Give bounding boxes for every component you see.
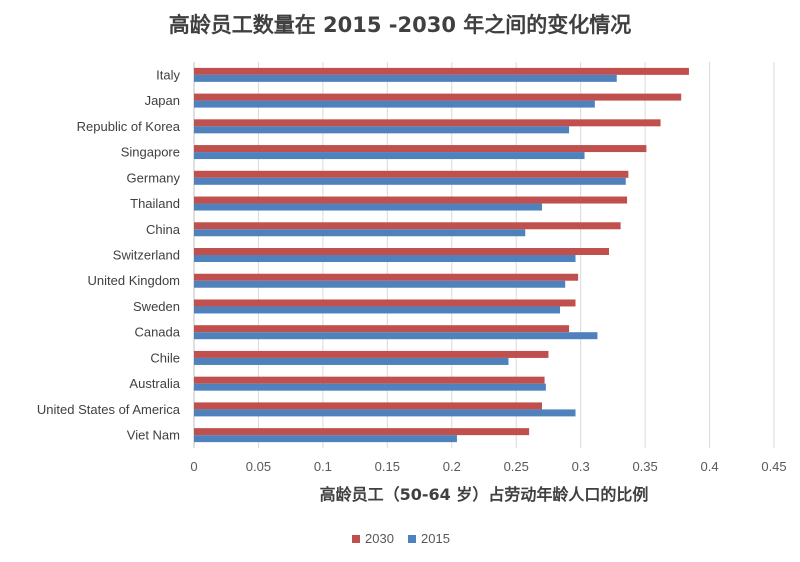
bar-2030 <box>194 402 542 410</box>
category-labels: Italy Japan Republic of Korea Singapore Germ… <box>37 67 181 442</box>
x-tick-label: 0.25 <box>504 459 529 474</box>
x-tick-label: 0.05 <box>246 459 271 474</box>
bar-2030 <box>194 119 661 127</box>
bar-2030 <box>194 273 579 281</box>
category-label: Singapore <box>121 145 180 160</box>
x-tick-label: 0.2 <box>443 459 461 474</box>
bar-2030 <box>194 350 549 358</box>
x-tick-label: 0.45 <box>761 459 786 474</box>
bar-2015 <box>194 332 598 340</box>
bar-2015 <box>194 126 570 134</box>
x-tick-labels: 0 0.05 0.1 0.15 0.2 0.25 0.3 0.35 0.4 0.45 <box>190 459 786 474</box>
bar-2030 <box>194 325 570 333</box>
bar-2030 <box>194 222 621 230</box>
legend: 2030 2015 <box>352 531 450 546</box>
category-label: Sweden <box>133 299 180 314</box>
x-tick-label: 0.35 <box>632 459 657 474</box>
chart-title: 高龄员工数量在 2015 -2030 年之间的变化情况 <box>169 13 632 37</box>
bar-2030 <box>194 145 647 153</box>
legend-label: 2015 <box>421 531 450 546</box>
x-tick-label: 0.3 <box>572 459 590 474</box>
bars <box>194 67 689 443</box>
legend-swatch <box>352 535 360 543</box>
bar-2015 <box>194 152 585 160</box>
bar-2030 <box>194 170 629 178</box>
bar-2015 <box>194 203 542 211</box>
bar-2015 <box>194 383 546 391</box>
bar-2015 <box>194 74 617 82</box>
bar-2030 <box>194 376 545 384</box>
bar-2015 <box>194 306 561 314</box>
bar-2015 <box>194 357 509 365</box>
bar-2030 <box>194 93 682 101</box>
x-axis-label: 高龄员工（50-64 岁）占劳动年龄人口的比例 <box>320 485 649 504</box>
category-label: Chile <box>150 350 180 365</box>
x-tick-label: 0.15 <box>375 459 400 474</box>
category-label: Canada <box>134 325 180 340</box>
x-tick-label: 0 <box>190 459 197 474</box>
bar-2030 <box>194 299 576 307</box>
category-label: Germany <box>127 170 181 185</box>
bar-2015 <box>194 280 566 288</box>
bar-2015 <box>194 255 576 262</box>
bar-2015 <box>194 177 626 185</box>
bar-2015 <box>194 100 595 108</box>
category-label: China <box>146 222 181 237</box>
category-label: Thailand <box>130 196 180 211</box>
x-tick-label: 0.1 <box>314 459 332 474</box>
x-tick-label: 0.4 <box>701 459 719 474</box>
category-label: United Kingdom <box>88 273 181 288</box>
bar-2030 <box>194 428 530 436</box>
category-label: Viet Nam <box>127 428 180 443</box>
category-label: United States of America <box>37 402 181 417</box>
legend-swatch <box>408 535 416 543</box>
category-label: Switzerland <box>113 248 180 263</box>
bar-2015 <box>194 409 576 417</box>
bar-2015 <box>194 435 457 443</box>
legend-label: 2030 <box>365 531 394 546</box>
category-label: Republic of Korea <box>77 119 181 134</box>
category-label: Japan <box>145 93 180 108</box>
bar-2030 <box>194 67 689 75</box>
category-label: Italy <box>156 67 180 82</box>
bar-2030 <box>194 248 610 255</box>
bar-2030 <box>194 196 628 204</box>
category-label: Australia <box>129 376 180 391</box>
bar-2015 <box>194 229 526 237</box>
